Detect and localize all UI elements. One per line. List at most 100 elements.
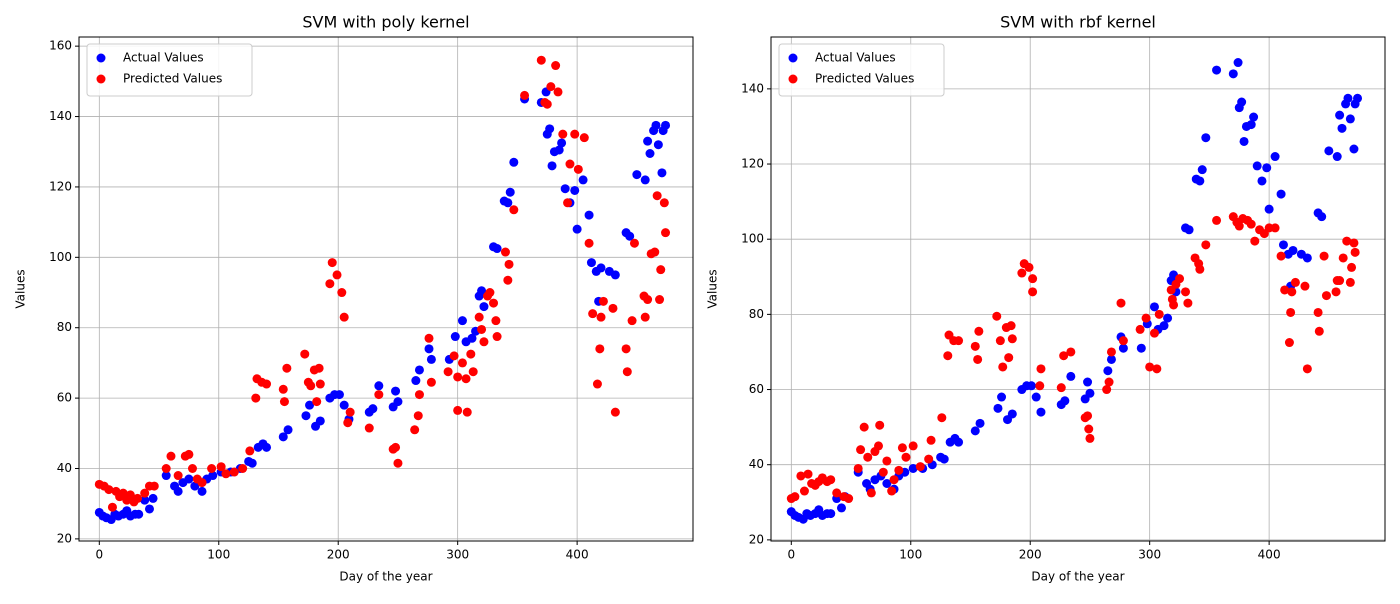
data-point <box>314 363 324 373</box>
legend-box <box>778 43 945 97</box>
data-point <box>1183 298 1193 308</box>
data-point <box>1083 411 1093 421</box>
data-point <box>610 270 620 280</box>
data-point <box>229 467 239 477</box>
data-point <box>547 161 557 171</box>
data-point <box>970 341 980 351</box>
data-point <box>1345 277 1355 287</box>
data-point <box>424 344 434 354</box>
data-point <box>645 148 655 158</box>
data-point <box>975 418 985 428</box>
data-point <box>450 332 460 342</box>
data-point <box>908 441 918 451</box>
data-point <box>1036 364 1046 374</box>
data-point <box>586 258 596 268</box>
data-point <box>503 275 513 285</box>
data-point <box>492 244 502 254</box>
data-point <box>1085 388 1095 398</box>
legend-label: Predicted Values <box>815 72 914 86</box>
data-point <box>107 502 117 512</box>
data-point <box>629 238 639 248</box>
data-point <box>655 295 665 305</box>
data-point <box>859 422 869 432</box>
legend-marker <box>788 53 798 63</box>
data-point <box>995 336 1005 346</box>
data-point <box>374 390 384 400</box>
data-point <box>651 120 661 130</box>
y-tick-label: 140 <box>741 81 764 95</box>
data-point <box>1060 396 1070 406</box>
data-point <box>1212 65 1222 75</box>
data-point <box>140 495 150 505</box>
data-point <box>973 354 983 364</box>
data-point <box>466 349 476 359</box>
data-point <box>364 423 374 433</box>
data-point <box>1103 366 1113 376</box>
data-point <box>262 379 272 389</box>
data-point <box>844 494 854 504</box>
data-point <box>657 168 667 178</box>
data-point <box>588 309 598 319</box>
data-point <box>578 175 588 185</box>
data-point <box>563 198 573 208</box>
x-tick-label: 200 <box>327 548 350 562</box>
data-point <box>1118 336 1128 346</box>
data-point <box>584 238 594 248</box>
data-point <box>374 381 384 391</box>
chart-title: SVM with poly kernel <box>302 13 469 32</box>
legend-marker <box>96 74 106 84</box>
data-point <box>449 351 459 361</box>
data-point <box>653 140 663 150</box>
data-point <box>279 397 289 407</box>
data-point <box>1066 371 1076 381</box>
data-point <box>652 191 662 201</box>
data-point <box>836 503 846 513</box>
data-point <box>803 469 813 479</box>
data-point <box>1324 146 1334 156</box>
data-point <box>343 418 353 428</box>
data-point <box>1278 240 1288 250</box>
data-point <box>939 454 949 464</box>
data-point <box>1252 161 1262 171</box>
data-point <box>1302 253 1312 263</box>
data-point <box>173 471 183 481</box>
data-point <box>610 407 620 417</box>
data-point <box>558 129 568 139</box>
data-point <box>1270 223 1280 233</box>
data-point <box>790 492 800 502</box>
data-point <box>1102 385 1112 395</box>
data-point <box>643 295 653 305</box>
data-point <box>856 445 866 455</box>
data-point <box>1349 144 1359 154</box>
x-tick-label: 0 <box>95 548 103 562</box>
data-point <box>491 316 501 326</box>
data-point <box>1026 381 1036 391</box>
data-point <box>1335 276 1345 286</box>
data-point <box>1175 274 1185 284</box>
data-point <box>1353 93 1363 103</box>
data-point <box>1145 362 1155 372</box>
data-point <box>411 376 421 386</box>
data-point <box>570 129 580 139</box>
data-point <box>1116 298 1126 308</box>
legend-marker <box>788 74 798 84</box>
data-point <box>1066 347 1076 357</box>
data-point <box>278 432 288 442</box>
data-point <box>1085 433 1095 443</box>
data-point <box>485 288 495 298</box>
data-point <box>1201 133 1211 143</box>
data-point <box>278 384 288 394</box>
data-point <box>1290 277 1300 287</box>
data-point <box>332 270 342 280</box>
data-point <box>1257 176 1267 186</box>
data-point <box>622 367 632 377</box>
data-point <box>500 247 510 257</box>
data-point <box>125 490 135 500</box>
y-tick-label: 120 <box>741 157 764 171</box>
data-point <box>901 452 911 462</box>
data-point <box>875 420 885 430</box>
data-point <box>1276 189 1286 199</box>
data-point <box>187 463 197 473</box>
